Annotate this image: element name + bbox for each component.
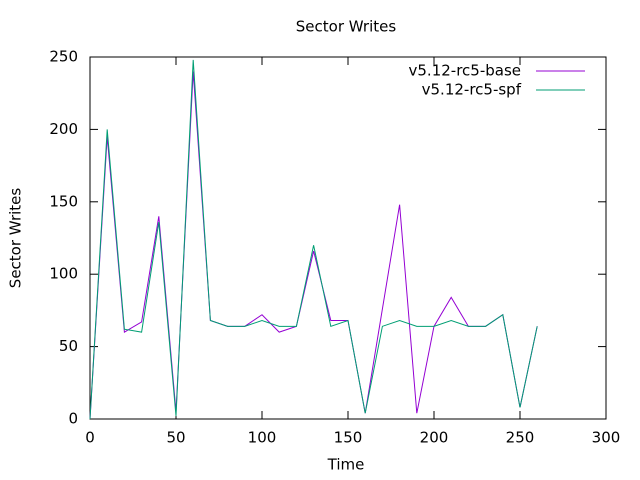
y-tick-label: 100 — [49, 265, 78, 283]
y-tick-label: 150 — [49, 192, 78, 210]
y-tick-label: 50 — [59, 337, 78, 355]
y-tick-label: 250 — [49, 48, 78, 66]
x-tick-label: 0 — [85, 429, 95, 447]
x-tick-label: 150 — [334, 429, 363, 447]
y-tick-label: 0 — [68, 410, 78, 428]
x-tick-label: 300 — [592, 429, 621, 447]
chart-title: Sector Writes — [296, 18, 397, 36]
x-tick-label: 250 — [506, 429, 535, 447]
y-axis-label: Sector Writes — [7, 188, 25, 289]
x-tick-label: 50 — [166, 429, 185, 447]
series-line — [89, 59, 538, 420]
x-tick-label: 200 — [420, 429, 449, 447]
legend-label: v5.12-rc5-base — [409, 62, 522, 80]
legend-label: v5.12-rc5-spf — [422, 81, 522, 99]
x-axis-label: Time — [327, 456, 365, 474]
y-tick-label: 200 — [49, 120, 78, 138]
x-tick-label: 100 — [248, 429, 277, 447]
